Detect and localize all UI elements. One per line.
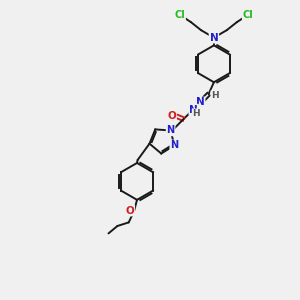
Text: H: H [193,109,200,118]
Text: N: N [209,33,218,43]
Text: Cl: Cl [243,10,254,20]
Text: N: N [196,98,205,107]
Text: N: N [189,105,198,115]
Text: H: H [211,91,219,100]
Text: Cl: Cl [174,10,185,20]
Text: O: O [167,110,176,121]
Text: N: N [170,140,178,150]
Text: O: O [125,206,134,215]
Text: N: N [167,125,175,136]
